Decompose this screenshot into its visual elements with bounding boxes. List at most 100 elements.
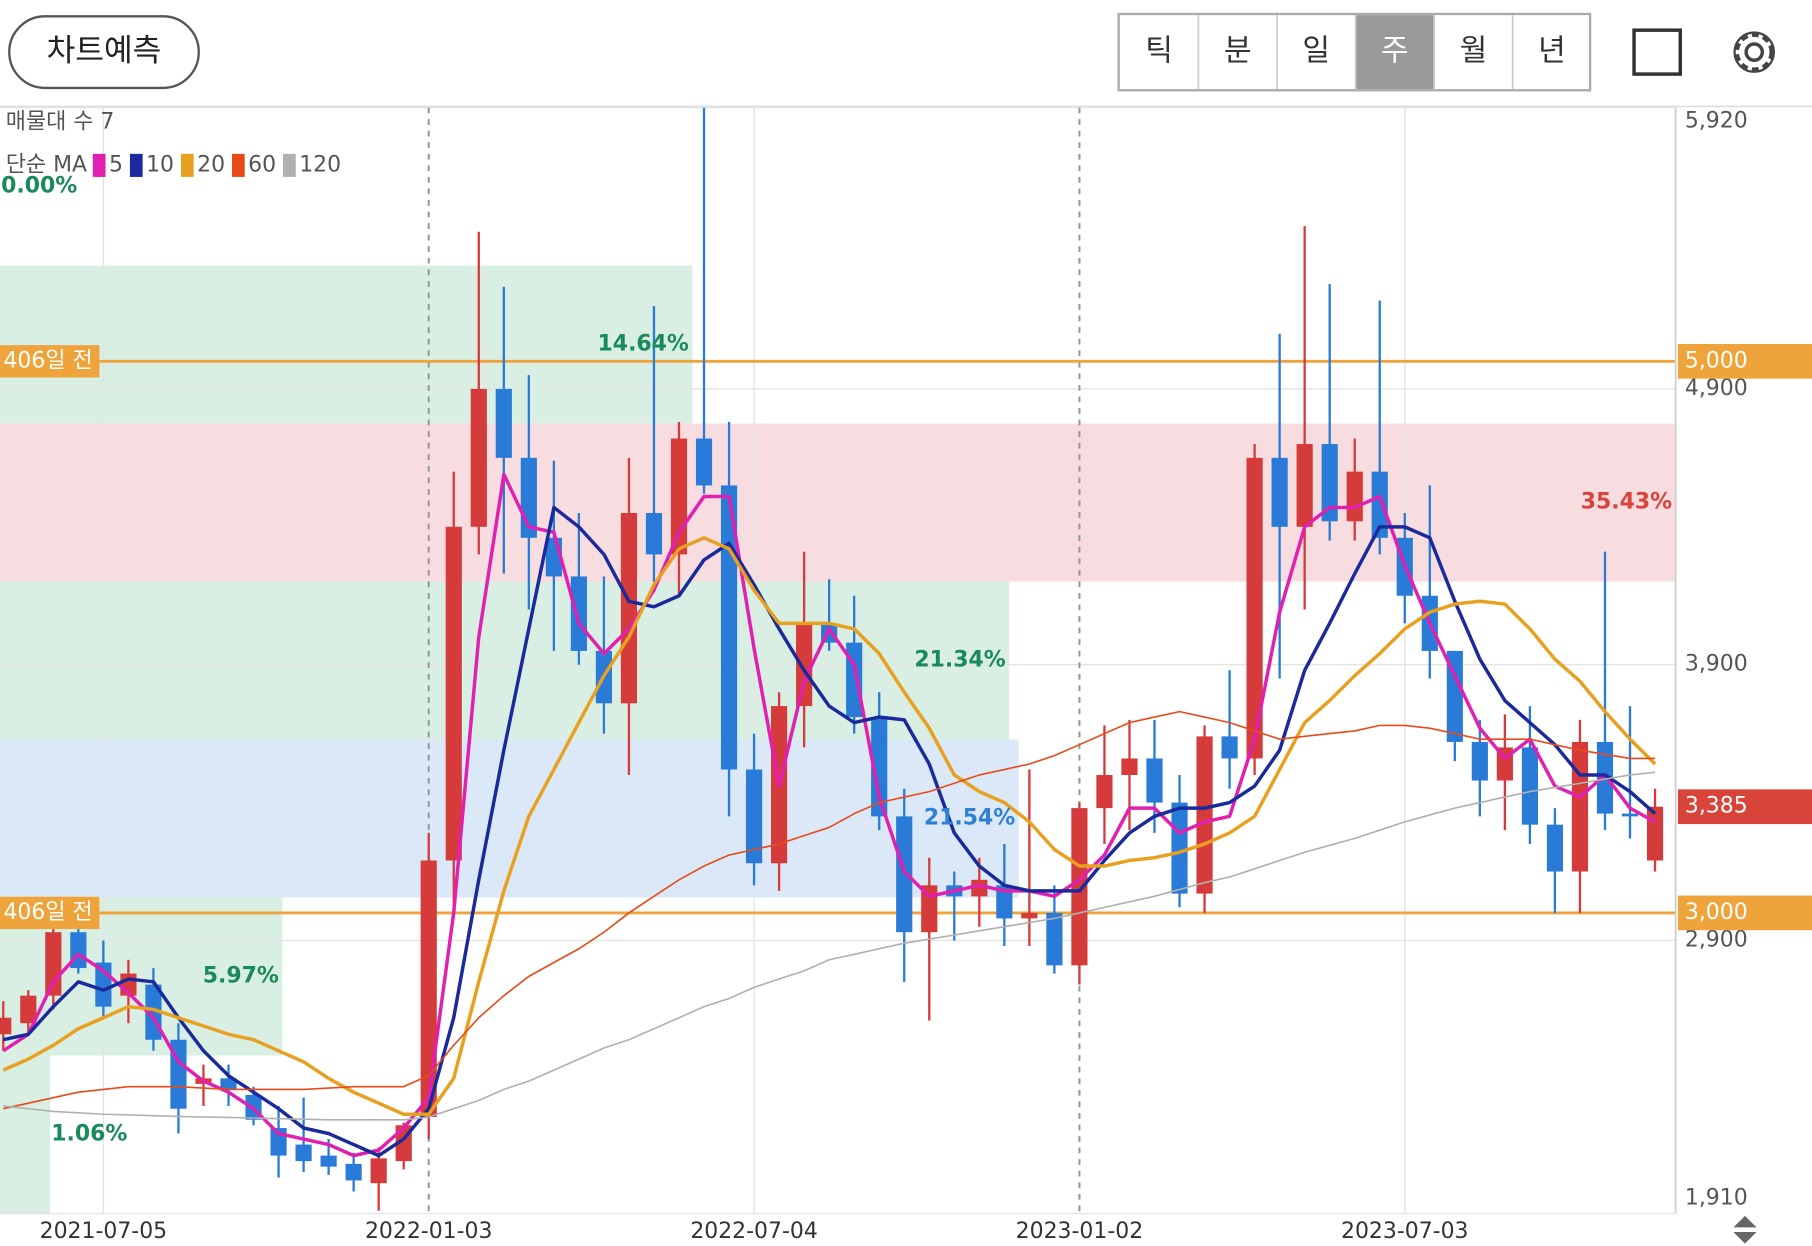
candle-body [1246, 457, 1263, 759]
volume-zone [0, 423, 1676, 582]
period-tab[interactable]: 년 [1538, 34, 1566, 69]
ma-line [3, 771, 1656, 1121]
candle-body [1146, 758, 1163, 803]
volume-zone-label: 5.97% [203, 964, 279, 989]
current-price: 3,385 [1685, 794, 1748, 819]
y-tick-label: 2,900 [1685, 927, 1748, 952]
candle-body [1446, 650, 1463, 742]
legend-swatch [180, 153, 194, 177]
x-tick-label: 2022-07-04 [690, 1219, 818, 1244]
y-tick-label: 4,900 [1685, 376, 1748, 401]
volume-zone-label: 21.34% [914, 648, 1005, 673]
y-tick-label: 1,910 [1685, 1185, 1748, 1210]
legend-swatch [92, 153, 106, 177]
predict-button-label[interactable]: 차트예측 [47, 33, 162, 69]
volume-zone [0, 1055, 51, 1214]
reference-label: 406일 전 [3, 900, 92, 925]
candle-body [45, 932, 62, 996]
candle-body [470, 388, 487, 527]
candle-body [1271, 457, 1288, 527]
candle-body [695, 438, 713, 486]
profile-count: 7 [100, 110, 114, 135]
candle-body [896, 816, 913, 933]
reference-label-bg [0, 896, 100, 930]
y-tick-label: 5,920 [1685, 108, 1748, 133]
candle-body [220, 1078, 237, 1090]
legend-label: 60 [248, 152, 276, 177]
reference-price: 5,000 [1685, 348, 1748, 373]
period-tab[interactable]: 분 [1224, 34, 1252, 69]
candle-body [996, 885, 1013, 919]
legend-label: 120 [299, 152, 341, 177]
volume-zone [0, 265, 693, 424]
candle-body [570, 576, 587, 651]
reference-price-bg [1677, 895, 1812, 931]
settings-icon[interactable] [1733, 31, 1776, 73]
candle-body [295, 1144, 312, 1162]
reference-price-bg [1677, 343, 1812, 379]
ma-line [2, 536, 1657, 1116]
candle-body [345, 1163, 362, 1181]
grid [0, 106, 1676, 1215]
legend-swatch [231, 153, 245, 177]
x-tick-label: 2022-01-03 [365, 1219, 493, 1244]
period-tab[interactable]: 월 [1460, 34, 1488, 69]
legend-label: 10 [146, 152, 174, 177]
candle-body [1371, 471, 1388, 538]
candle-body [320, 1155, 337, 1167]
legend-swatch [283, 153, 296, 177]
candle-body [1621, 813, 1639, 817]
price-axis: 1,910 2,900 3,900 4,900 5,920 2021-07-05 2022-… [40, 107, 1812, 1244]
candle-body [670, 438, 688, 555]
candle-body [1021, 912, 1038, 919]
candle-body [1096, 775, 1113, 809]
candle-body [20, 995, 37, 1024]
legend-label: 5 [109, 152, 123, 177]
x-tick-label: 2023-07-03 [1341, 1219, 1469, 1244]
candle-body [1071, 808, 1088, 966]
reference-label: 406일 전 [3, 348, 92, 373]
scroll-handle[interactable] [1733, 1215, 1757, 1244]
volume-zone-label: 35.43% [1581, 490, 1672, 515]
labels: 1.06% 5.97% 21.54% 21.34% 35.43% 14.64% 0.00% 4… [0, 110, 1672, 1147]
candle-body [1471, 741, 1488, 781]
profile-label: 매물대 수 [6, 110, 94, 135]
candle-body [370, 1158, 387, 1184]
volume-zone-label: 14.64% [598, 332, 689, 357]
candle-body [1121, 758, 1138, 776]
candle-body [620, 513, 638, 704]
ma-line [3, 710, 1656, 1110]
candle-body [1296, 444, 1313, 527]
ma-label: 단순 MA [6, 152, 87, 177]
candle-body [445, 526, 462, 861]
x-tick-label: 2021-07-05 [40, 1219, 168, 1244]
legend-swatch [129, 153, 143, 177]
candle-body [1546, 824, 1564, 872]
volume-zone-label: 1.06% [51, 1122, 127, 1147]
period-tab[interactable]: 일 [1302, 34, 1330, 69]
volume-zone-label: 21.54% [924, 806, 1015, 831]
period-tab[interactable]: 틱 [1145, 34, 1173, 69]
candle-body [1046, 912, 1063, 966]
scroll-arrows[interactable] [1733, 1215, 1757, 1244]
candle-body [420, 860, 437, 1117]
predict-button[interactable] [8, 15, 200, 90]
plot-area [0, 107, 1664, 1211]
candle-body [796, 623, 813, 707]
period-tab[interactable]: 주 [1381, 34, 1409, 69]
layout-icon[interactable] [1632, 28, 1682, 76]
reference-label-bg [0, 345, 100, 378]
candle-body [871, 717, 888, 817]
candle-body [1521, 747, 1538, 825]
candle-body [1571, 741, 1589, 872]
candle-body [495, 388, 512, 458]
y-tick-label: 3,900 [1685, 652, 1748, 677]
candle-body [1221, 736, 1238, 759]
selected-tab-bg[interactable] [1355, 15, 1435, 90]
candle-body [1346, 471, 1363, 522]
ma-line [2, 505, 1657, 1158]
x-tick-label: 2023-01-02 [1016, 1219, 1144, 1244]
candle-body [1321, 444, 1338, 522]
